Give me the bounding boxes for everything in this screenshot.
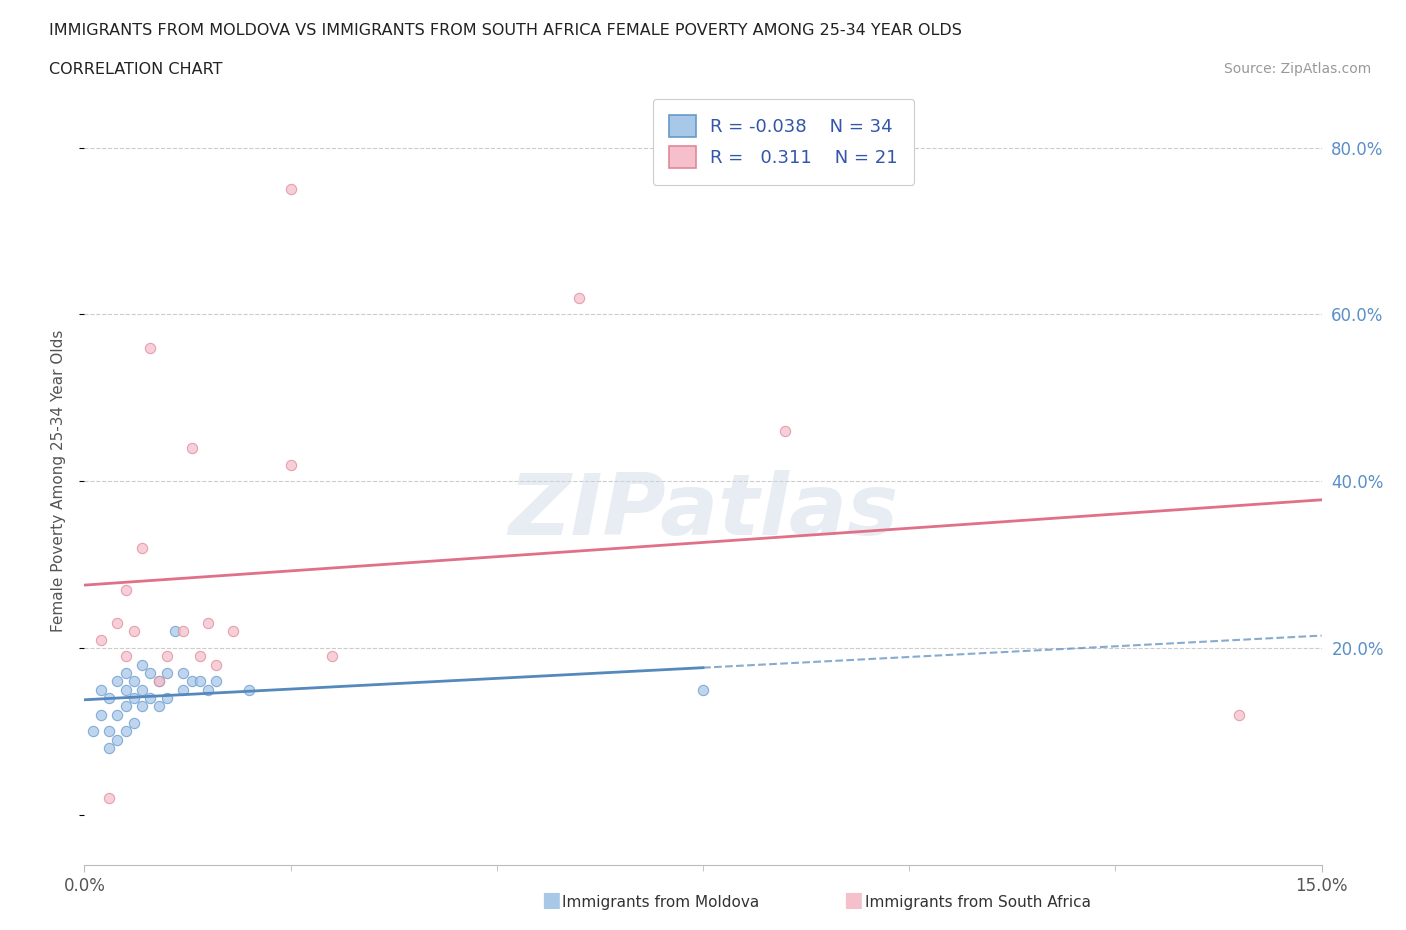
Point bbox=[98, 740, 121, 755]
Point bbox=[90, 708, 112, 723]
Point bbox=[172, 666, 194, 681]
Point bbox=[197, 683, 219, 698]
Point bbox=[98, 691, 121, 706]
Point bbox=[139, 340, 162, 355]
Point bbox=[148, 674, 170, 689]
Point bbox=[156, 649, 179, 664]
Text: Source: ZipAtlas.com: Source: ZipAtlas.com bbox=[1223, 62, 1371, 76]
Point bbox=[180, 441, 202, 456]
Point bbox=[114, 582, 136, 597]
Point bbox=[280, 458, 302, 472]
Point bbox=[172, 624, 194, 639]
Text: ■: ■ bbox=[541, 889, 561, 910]
Point bbox=[321, 649, 343, 664]
Point bbox=[775, 424, 797, 439]
Point bbox=[82, 724, 104, 739]
Point bbox=[222, 624, 245, 639]
Point bbox=[148, 674, 170, 689]
Point bbox=[90, 632, 112, 647]
Text: Immigrants from South Africa: Immigrants from South Africa bbox=[865, 895, 1091, 910]
Point bbox=[238, 683, 260, 698]
Point bbox=[156, 691, 179, 706]
Point bbox=[114, 649, 136, 664]
Legend: R = -0.038    N = 34, R =   0.311    N = 21: R = -0.038 N = 34, R = 0.311 N = 21 bbox=[652, 99, 914, 184]
Point bbox=[131, 683, 153, 698]
Text: ZIPatlas: ZIPatlas bbox=[508, 471, 898, 553]
Point bbox=[568, 290, 591, 305]
Point bbox=[122, 691, 145, 706]
Point bbox=[156, 666, 179, 681]
Point bbox=[139, 691, 162, 706]
Point bbox=[1227, 708, 1250, 723]
Text: Immigrants from Moldova: Immigrants from Moldova bbox=[562, 895, 759, 910]
Point bbox=[197, 616, 219, 631]
Point bbox=[98, 790, 121, 805]
Point bbox=[105, 732, 128, 747]
Text: IMMIGRANTS FROM MOLDOVA VS IMMIGRANTS FROM SOUTH AFRICA FEMALE POVERTY AMONG 25-: IMMIGRANTS FROM MOLDOVA VS IMMIGRANTS FR… bbox=[49, 23, 962, 38]
Point bbox=[205, 658, 228, 672]
Point bbox=[188, 674, 211, 689]
Point bbox=[165, 624, 187, 639]
Point bbox=[122, 624, 145, 639]
Point bbox=[114, 724, 136, 739]
Point bbox=[122, 674, 145, 689]
Point bbox=[139, 666, 162, 681]
Point bbox=[172, 683, 194, 698]
Point bbox=[114, 683, 136, 698]
Point bbox=[180, 674, 202, 689]
Point bbox=[122, 716, 145, 731]
Point bbox=[692, 683, 714, 698]
Text: CORRELATION CHART: CORRELATION CHART bbox=[49, 62, 222, 77]
Point bbox=[114, 666, 136, 681]
Point bbox=[114, 699, 136, 714]
Point bbox=[131, 540, 153, 555]
Point bbox=[131, 699, 153, 714]
Point bbox=[98, 724, 121, 739]
Text: ■: ■ bbox=[844, 889, 863, 910]
Y-axis label: Female Poverty Among 25-34 Year Olds: Female Poverty Among 25-34 Year Olds bbox=[51, 330, 66, 632]
Point bbox=[90, 683, 112, 698]
Point bbox=[105, 708, 128, 723]
Point bbox=[105, 674, 128, 689]
Point bbox=[188, 649, 211, 664]
Point bbox=[205, 674, 228, 689]
Point bbox=[148, 699, 170, 714]
Point bbox=[280, 182, 302, 197]
Point bbox=[105, 616, 128, 631]
Point bbox=[131, 658, 153, 672]
